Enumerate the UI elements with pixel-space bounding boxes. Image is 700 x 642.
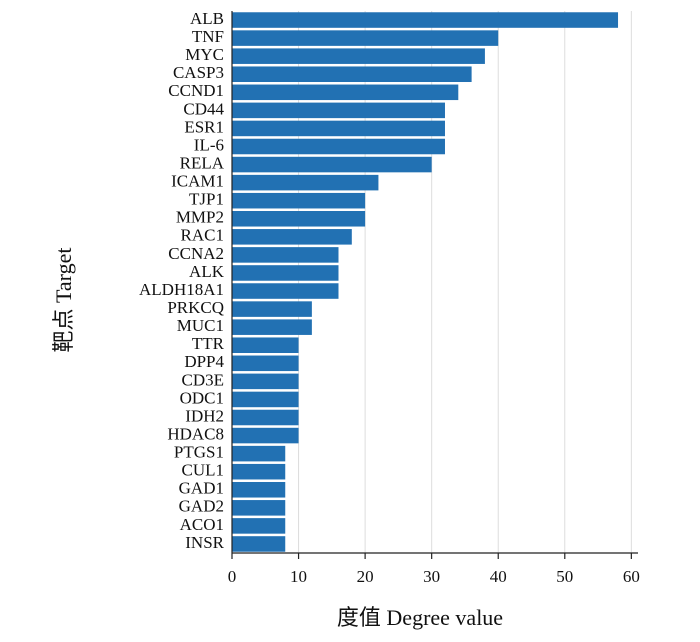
bar (232, 210, 366, 227)
bar (232, 409, 299, 426)
y-tick-label: IL-6 (194, 135, 224, 154)
bar (232, 536, 286, 552)
y-tick-label: HDAC8 (167, 424, 224, 443)
y-tick-label: PRKCQ (167, 298, 224, 317)
bar (232, 481, 286, 498)
bar (232, 84, 459, 101)
bar (232, 48, 485, 64)
bar (232, 138, 445, 155)
bar (232, 283, 339, 299)
bar (232, 301, 312, 317)
bar (232, 373, 299, 390)
y-tick-label: CASP3 (173, 63, 224, 82)
y-tick-label: MYC (185, 45, 224, 64)
y-tick-label: GAD2 (179, 497, 224, 516)
bar (232, 445, 286, 462)
y-axis-label: 靶点 Target (51, 248, 76, 353)
x-tick-label: 30 (423, 567, 440, 586)
bar (232, 174, 379, 191)
y-tick-label: CCND1 (168, 81, 224, 100)
y-tick-label: TNF (192, 27, 224, 46)
y-tick-label: IDH2 (185, 406, 224, 425)
bar (232, 337, 299, 354)
bar (232, 500, 286, 516)
bar (232, 265, 339, 281)
y-tick-label: TJP1 (189, 190, 224, 209)
x-tick-label: 0 (228, 567, 237, 586)
bar (232, 463, 286, 480)
y-tick-label: CD3E (182, 370, 225, 389)
y-tick-label: ACO1 (180, 515, 224, 534)
y-tick-label: MMP2 (176, 208, 224, 227)
x-tick-label: 50 (556, 567, 573, 586)
y-tick-label: CD44 (183, 99, 224, 118)
bar (232, 30, 499, 46)
bar (232, 229, 352, 245)
y-tick-label: INSR (185, 533, 224, 552)
x-tick-label: 20 (357, 567, 374, 586)
y-tick-label: ALB (190, 9, 224, 28)
y-tick-label: GAD1 (179, 479, 224, 498)
bar (232, 156, 432, 173)
y-tick-label: DPP4 (184, 352, 224, 371)
y-tick-label: ALDH18A1 (139, 280, 224, 299)
bar (232, 319, 312, 335)
y-tick-label: ALK (189, 262, 225, 281)
y-tick-label: RELA (180, 153, 225, 172)
y-tick-label: RAC1 (181, 226, 224, 245)
bar (232, 518, 286, 534)
bar (232, 247, 339, 263)
bar (232, 391, 299, 408)
y-tick-label: ICAM1 (171, 172, 224, 191)
bar (232, 102, 445, 119)
bar (232, 66, 472, 83)
bar (232, 427, 299, 444)
y-tick-label: ESR1 (184, 117, 224, 136)
x-axis-label: 度值 Degree value (337, 605, 503, 630)
y-tick-label: CCNA2 (168, 244, 224, 263)
y-tick-label: TTR (192, 334, 225, 353)
y-tick-label: MUC1 (177, 316, 224, 335)
bar (232, 12, 619, 28)
bar (232, 120, 445, 137)
y-tick-label: ODC1 (180, 388, 224, 407)
x-tick-label: 10 (290, 567, 307, 586)
bar (232, 192, 366, 209)
bar (232, 355, 299, 372)
x-tick-label: 40 (490, 567, 507, 586)
x-tick-label: 60 (623, 567, 640, 586)
y-tick-label: CUL1 (182, 461, 225, 480)
y-tick-label: PTGS1 (174, 443, 224, 462)
